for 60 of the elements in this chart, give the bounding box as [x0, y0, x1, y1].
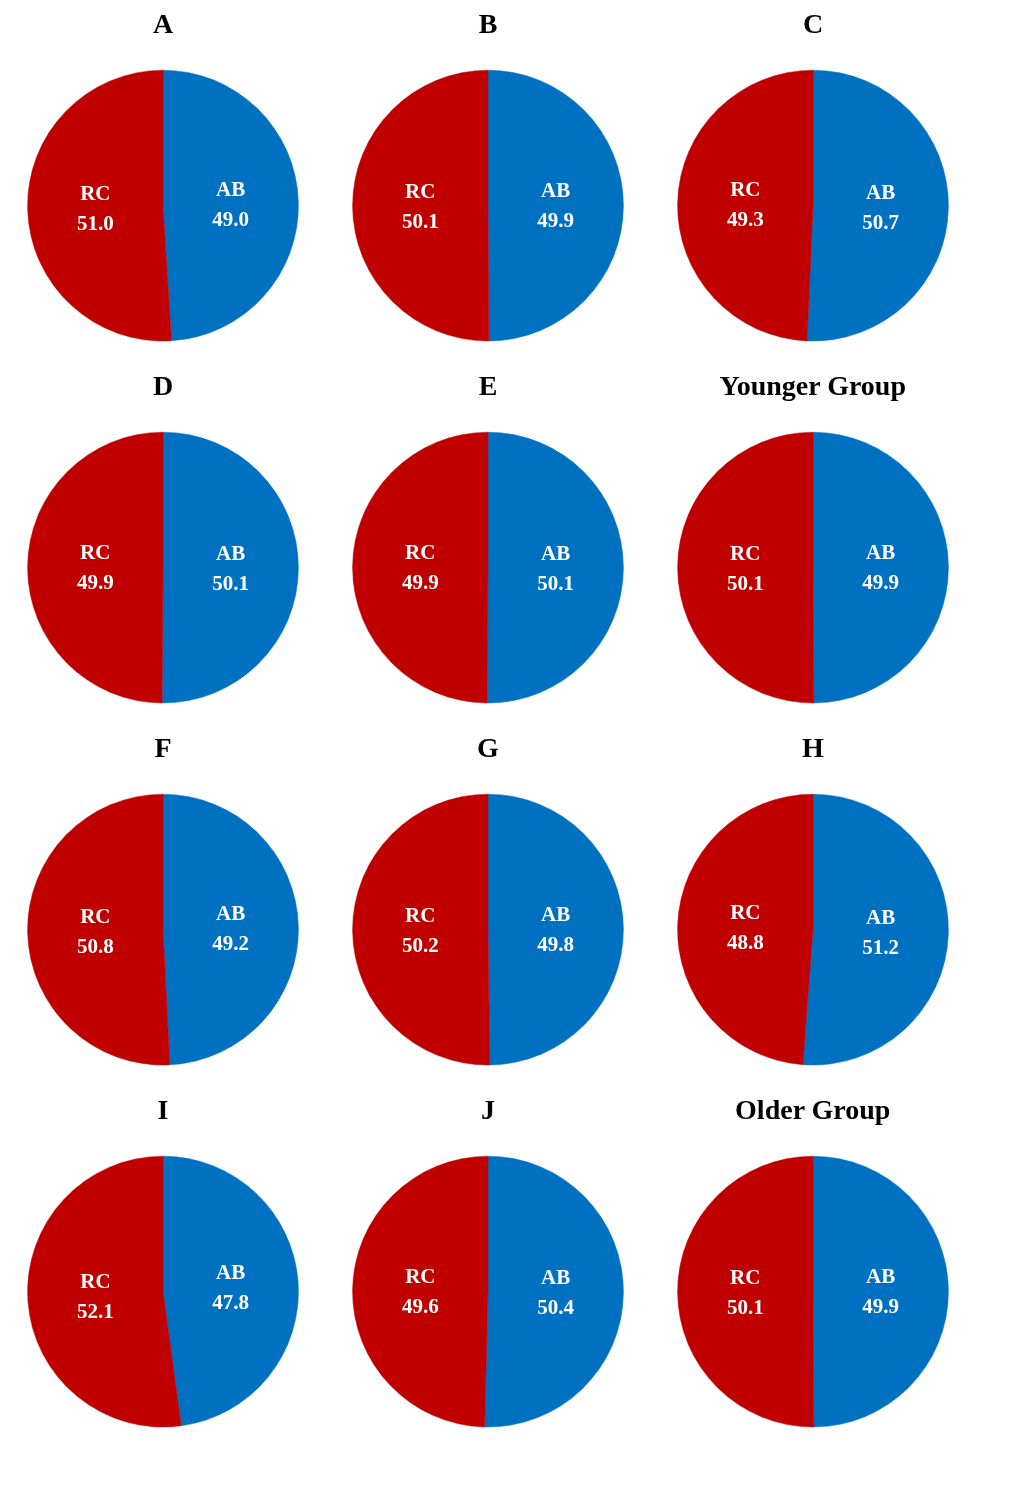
chart-title: A	[152, 7, 174, 39]
chart-title: J	[481, 1093, 495, 1125]
chart-title: I	[157, 1093, 169, 1125]
data-label: 50.8	[76, 934, 114, 959]
slice-label: AB	[866, 1264, 896, 1289]
chart-title: C	[802, 7, 824, 39]
slice-label: RC	[405, 540, 436, 565]
data-label: 49.9	[862, 1294, 900, 1319]
data-label: 51.0	[76, 210, 114, 235]
data-label: 49.0	[212, 206, 250, 231]
slice-label: AB	[216, 540, 246, 565]
slice-label: RC	[405, 1263, 436, 1288]
slice-label: RC	[730, 900, 761, 925]
data-label: 49.8	[537, 932, 575, 957]
slice-label: AB	[541, 1265, 571, 1290]
data-label: 50.7	[862, 210, 900, 235]
chart-title: Younger Group	[719, 369, 906, 401]
data-label: 49.9	[401, 570, 439, 595]
slice-label: RC	[80, 540, 111, 565]
slice-label: AB	[215, 1260, 246, 1285]
data-label: 50.1	[537, 570, 575, 595]
slice-label: AB	[541, 540, 571, 565]
slice-label: AB	[216, 900, 246, 925]
slice-label: RC	[405, 903, 436, 928]
slice-label: RC	[730, 1264, 761, 1289]
data-label: 50.1	[726, 1294, 764, 1319]
slice-label: RC	[80, 1269, 111, 1294]
chart-title: G	[477, 731, 500, 763]
data-label: 47.8	[212, 1290, 249, 1315]
chart-title: F	[154, 731, 172, 763]
data-label: 49.2	[212, 930, 250, 955]
chart-title: D	[152, 369, 174, 401]
chart-title: B	[478, 7, 498, 39]
data-label: 50.2	[401, 933, 439, 958]
slice-label: RC	[80, 904, 111, 929]
slice-label: AB	[866, 180, 896, 205]
data-label: 50.1	[401, 208, 439, 233]
data-label: 51.2	[862, 935, 900, 960]
data-label: 50.4	[537, 1295, 575, 1320]
data-label: 49.9	[537, 208, 575, 233]
slice-label: AB	[216, 176, 246, 201]
slice-label: RC	[730, 177, 761, 202]
data-label: 48.8	[726, 930, 764, 955]
data-label: 50.1	[726, 570, 764, 595]
slice-label: RC	[405, 178, 436, 203]
data-label: 49.9	[76, 570, 114, 595]
data-label: 49.6	[401, 1293, 439, 1318]
data-label: 52.1	[77, 1299, 114, 1324]
chart-title: E	[478, 369, 498, 401]
data-label: 49.3	[726, 207, 764, 232]
slice-label: RC	[80, 180, 111, 205]
data-label: 50.1	[212, 570, 250, 595]
slice-label: AB	[541, 902, 571, 927]
chart-title: H	[802, 731, 825, 763]
slice-label: AB	[866, 905, 896, 930]
slice-label: AB	[541, 178, 571, 203]
data-label: 49.9	[862, 570, 900, 595]
slice-label: AB	[866, 540, 896, 565]
slice-label: RC	[730, 540, 761, 565]
chart-title: Older Group	[735, 1093, 891, 1125]
